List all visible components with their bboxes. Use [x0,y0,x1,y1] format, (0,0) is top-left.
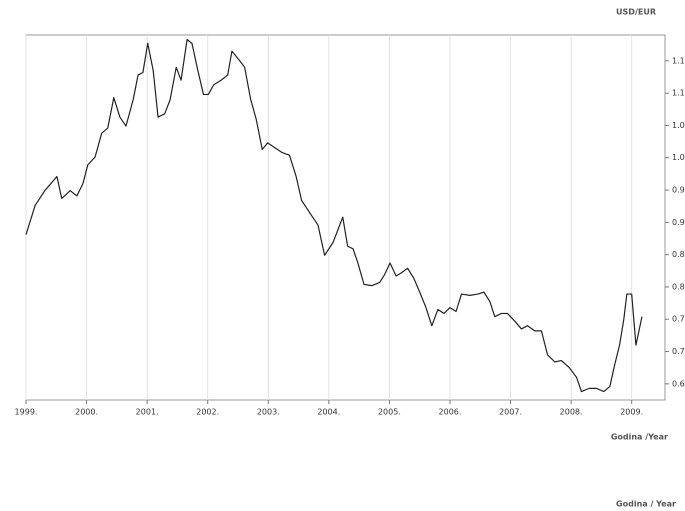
x-tick-label: 2001. [136,408,159,417]
y-tick-label: 0.65 [672,379,685,388]
y-tick-label: 0.90 [672,218,685,227]
data-line [25,38,643,393]
x-tick-label: 2004. [317,408,340,417]
y-tick-label: 0.85 [672,250,685,259]
x-tick-label: 2005. [378,408,401,417]
x-tick-label: 2002. [196,408,219,417]
y-tick-label: 0.95 [672,186,685,195]
y-tick-label: 1.00 [672,153,685,162]
x-tick-label: 2009. [620,408,643,417]
footer: Godina / Year [616,500,676,509]
chart-title: USD/EUR [616,8,656,17]
y-tick-label: 1.10 [672,89,685,98]
y-tick-label: 1.05 [672,121,685,130]
y-tick-label: 0.80 [672,282,685,291]
x-tick-label: 1999. [15,408,38,417]
x-tick-label: 2006. [439,408,462,417]
x-tick-label: 2000. [75,408,98,417]
x-axis-label: Godina /Year [611,433,668,442]
x-tick-label: 2008. [560,408,583,417]
y-tick-label: 0.70 [672,347,685,356]
x-tick-label: 2007. [499,408,522,417]
y-tick-label: 0.75 [672,315,685,324]
y-tick-label: 1.15 [672,56,685,65]
x-tick-label: 2003. [257,408,280,417]
